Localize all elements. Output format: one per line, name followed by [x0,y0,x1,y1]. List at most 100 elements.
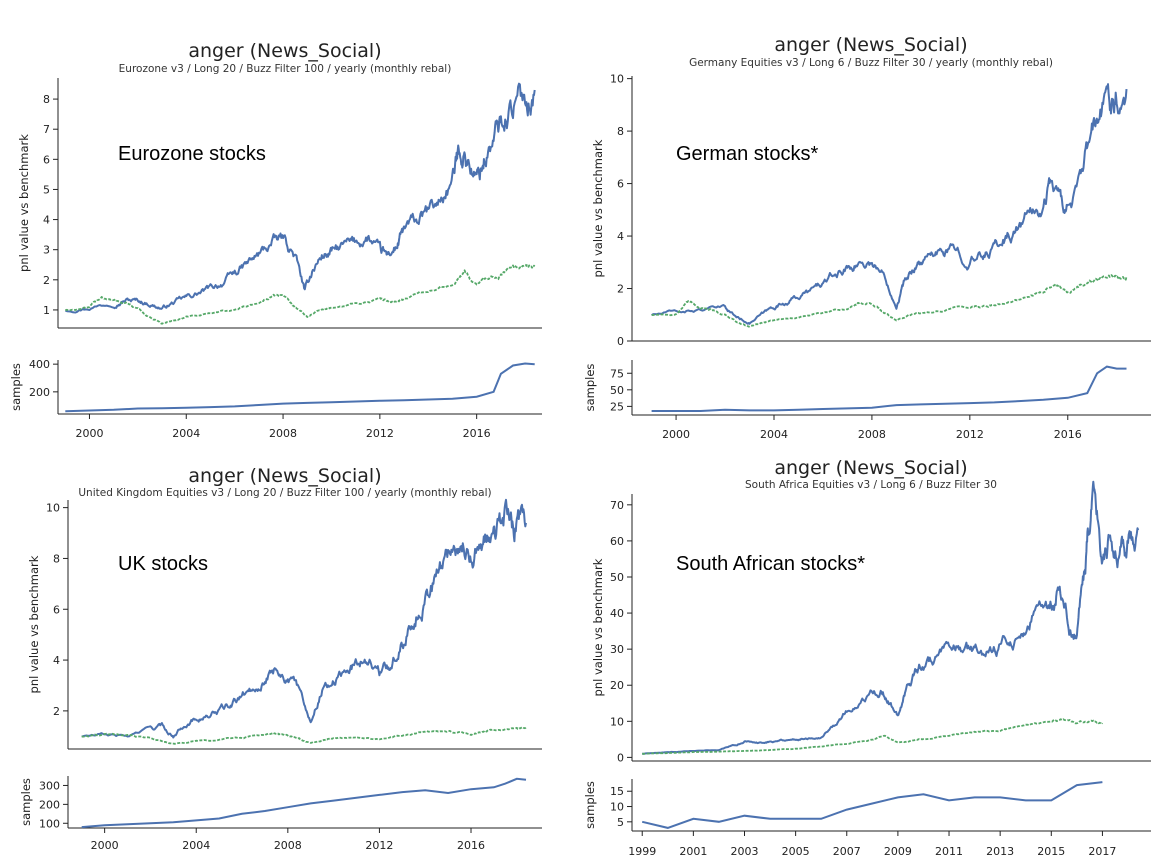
x-tick-label: 2008 [269,427,297,440]
x-tick-label: 2004 [182,839,210,852]
samples-y-tick-label: 200 [29,386,50,399]
x-tick-label: 2000 [662,428,690,441]
y-tick-label: 6 [43,153,50,166]
chart-title: anger (News_Social) [774,34,967,56]
benchmark-series-line [65,263,536,325]
y-tick-label: 10 [46,502,60,515]
y-tick-label: 2 [617,283,624,296]
y-tick-label: 10 [610,73,624,86]
y-tick-label: 6 [617,178,624,191]
x-tick-label: 2004 [172,427,200,440]
chart-panel-4: anger (News_Social)South Africa Equities… [583,457,1151,858]
samples-series-line [641,781,1103,829]
x-tick-label: 2001 [679,845,707,858]
samples-y-tick-label: 25 [610,400,624,413]
chart-panel-3: anger (News_Social)United Kingdom Equiti… [19,465,542,852]
y-tick-label: 8 [43,93,50,106]
samples-y-tick-label: 400 [29,358,50,371]
y-tick-label: 4 [53,654,60,667]
y-tick-label: 60 [610,535,624,548]
strategy-series-line [81,498,527,739]
x-tick-label: 2003 [730,845,758,858]
region-annotation: UK stocks [118,553,208,575]
y-tick-label: 2 [53,705,60,718]
samples-y-tick-label: 300 [39,779,60,792]
x-tick-label: 2016 [457,839,485,852]
benchmark-series-line [81,726,527,745]
y-tick-label: 30 [610,643,624,656]
chart-subtitle: United Kingdom Equities v3 / Long 20 / B… [78,487,491,499]
region-annotation: South African stocks* [676,553,865,575]
chart-title: anger (News_Social) [188,465,381,487]
benchmark-series-line [642,718,1104,755]
samples-series-line [81,777,527,829]
y-axis-label: pnl value vs benchmark [27,555,41,693]
y-tick-label: 0 [617,335,624,348]
x-tick-label: 2015 [1037,845,1065,858]
x-tick-label: 2008 [858,428,886,441]
strategy-series-line [651,83,1128,325]
x-tick-label: 2012 [365,839,393,852]
x-tick-label: 2016 [1054,428,1082,441]
y-tick-label: 8 [53,552,60,565]
x-tick-label: 2017 [1088,845,1116,858]
x-tick-label: 2011 [935,845,963,858]
samples-y-tick-label: 75 [610,367,624,380]
samples-y-axis-label: samples [583,364,597,412]
strategy-series-line [642,480,1140,755]
chart-panel-1: anger (News_Social)Eurozone v3 / Long 20… [9,40,542,440]
y-tick-label: 2 [43,274,50,287]
x-tick-label: 2007 [833,845,861,858]
samples-y-axis-label: samples [19,778,33,826]
samples-y-tick-label: 10 [610,801,624,814]
chart-subtitle: Germany Equities v3 / Long 6 / Buzz Filt… [689,57,1053,69]
y-tick-label: 4 [617,230,624,243]
strategy-series-line [64,82,536,314]
y-tick-label: 4 [43,214,50,227]
chart-panel-2: anger (News_Social)Germany Equities v3 /… [583,34,1151,441]
x-tick-label: 2000 [75,427,103,440]
samples-y-tick-label: 50 [610,384,624,397]
y-tick-label: 70 [610,499,624,512]
chart-title: anger (News_Social) [774,457,967,479]
samples-y-axis-label: samples [9,363,23,411]
chart-title: anger (News_Social) [188,40,381,62]
samples-y-tick-label: 200 [39,798,60,811]
samples-y-tick-label: 15 [610,785,624,798]
samples-series-line [651,365,1127,412]
x-tick-label: 1999 [628,845,656,858]
y-axis-label: pnl value vs benchmark [591,558,605,696]
y-tick-label: 10 [610,715,624,728]
y-axis-label: pnl value vs benchmark [591,139,605,277]
region-annotation: German stocks* [676,143,818,165]
x-tick-label: 2009 [884,845,912,858]
samples-y-tick-label: 100 [39,817,60,830]
y-tick-label: 6 [53,603,60,616]
x-tick-label: 2008 [274,839,302,852]
x-tick-label: 2005 [782,845,810,858]
chart-subtitle: South Africa Equities v3 / Long 6 / Buzz… [745,479,997,491]
y-tick-label: 50 [610,571,624,584]
y-tick-label: 7 [43,123,50,136]
x-tick-label: 2016 [463,427,491,440]
y-tick-label: 3 [43,244,50,257]
samples-y-axis-label: samples [583,781,597,829]
samples-series-line [65,362,535,413]
samples-y-tick-label: 5 [617,816,624,829]
x-tick-label: 2000 [91,839,119,852]
y-axis-label: pnl value vs benchmark [17,134,31,272]
x-tick-label: 2013 [986,845,1014,858]
y-tick-label: 40 [610,607,624,620]
x-tick-label: 2012 [366,427,394,440]
y-tick-label: 1 [43,304,50,317]
y-tick-label: 8 [617,125,624,138]
chart-subtitle: Eurozone v3 / Long 20 / Buzz Filter 100 … [119,63,452,75]
region-annotation: Eurozone stocks [118,143,266,165]
x-tick-label: 2004 [760,428,788,441]
y-tick-label: 5 [43,183,50,196]
y-tick-label: 0 [617,751,624,764]
y-tick-label: 20 [610,679,624,692]
benchmark-series-line [651,274,1128,328]
x-tick-label: 2012 [956,428,984,441]
